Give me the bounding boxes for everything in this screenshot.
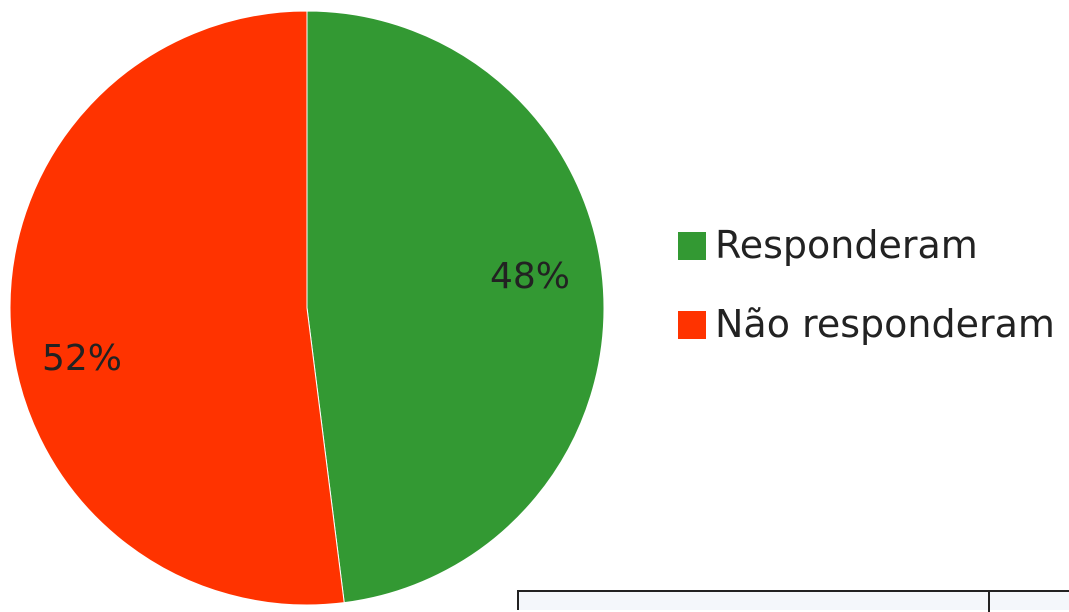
pie-slice-responderam [306,10,605,604]
pie-slice-n-o-responderam [9,10,345,605]
legend-swatch-responderam [678,232,706,260]
legend-item-responderam: Responderam [678,223,978,267]
legend-label-responderam: Responderam [715,223,978,267]
table-cell-divider [988,592,990,612]
table-fragment [517,590,1069,612]
slice-label-responderam: 48% [490,256,570,297]
slice-label-nao-responderam: 52% [42,338,122,379]
legend-label-nao-responderam: Não responderam [715,302,1055,346]
legend-swatch-nao-responderam [678,311,706,339]
legend-item-nao-responderam: Não responderam [678,302,1055,346]
pie-slices [9,10,605,605]
legend: Responderam Não responderam [678,223,1055,346]
